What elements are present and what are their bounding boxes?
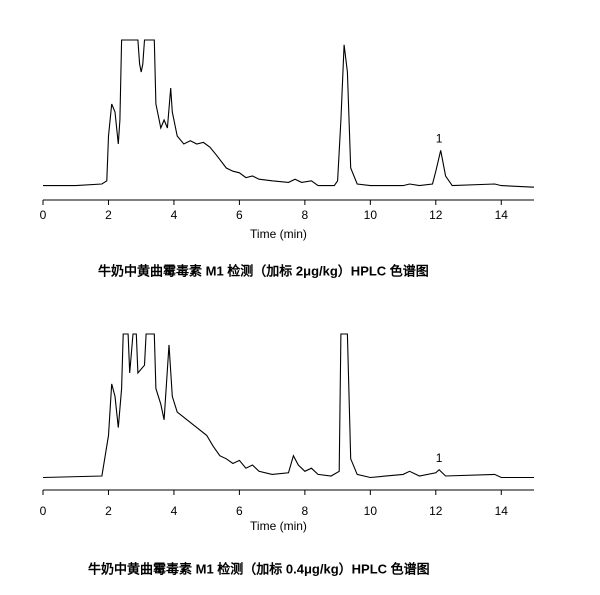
x-tick-label: 8	[302, 504, 309, 518]
x-tick-label: 12	[429, 504, 443, 518]
x-tick-label: 6	[236, 504, 243, 518]
peak-label: 1	[436, 451, 443, 465]
x-tick-label: 14	[495, 208, 509, 222]
x-tick-label: 2	[105, 504, 112, 518]
x-tick-label: 0	[40, 504, 47, 518]
x-axis-label: Time (min)	[250, 519, 307, 533]
x-tick-label: 6	[236, 208, 243, 222]
x-tick-label: 12	[429, 208, 443, 222]
x-tick-label: 14	[495, 504, 509, 518]
x-tick-label: 10	[364, 208, 378, 222]
chromatogram-trace	[42, 333, 534, 479]
x-tick-label: 8	[302, 208, 309, 222]
x-tick-label: 0	[40, 208, 47, 222]
x-tick-label: 4	[171, 208, 178, 222]
x-tick-label: 4	[171, 504, 178, 518]
x-axis-label: Time (min)	[250, 227, 307, 241]
chromatogram-trace	[43, 39, 535, 188]
x-tick-label: 10	[364, 504, 378, 518]
caption: 牛奶中黄曲霉毒素 M1 检测（加标 0.4μg/kg）HPLC 色谱图	[88, 561, 430, 576]
caption: 牛奶中黄曲霉毒素 M1 检测（加标 2μg/kg）HPLC 色谱图	[98, 263, 429, 278]
x-tick-label: 2	[105, 208, 112, 222]
peak-label: 1	[436, 131, 443, 145]
